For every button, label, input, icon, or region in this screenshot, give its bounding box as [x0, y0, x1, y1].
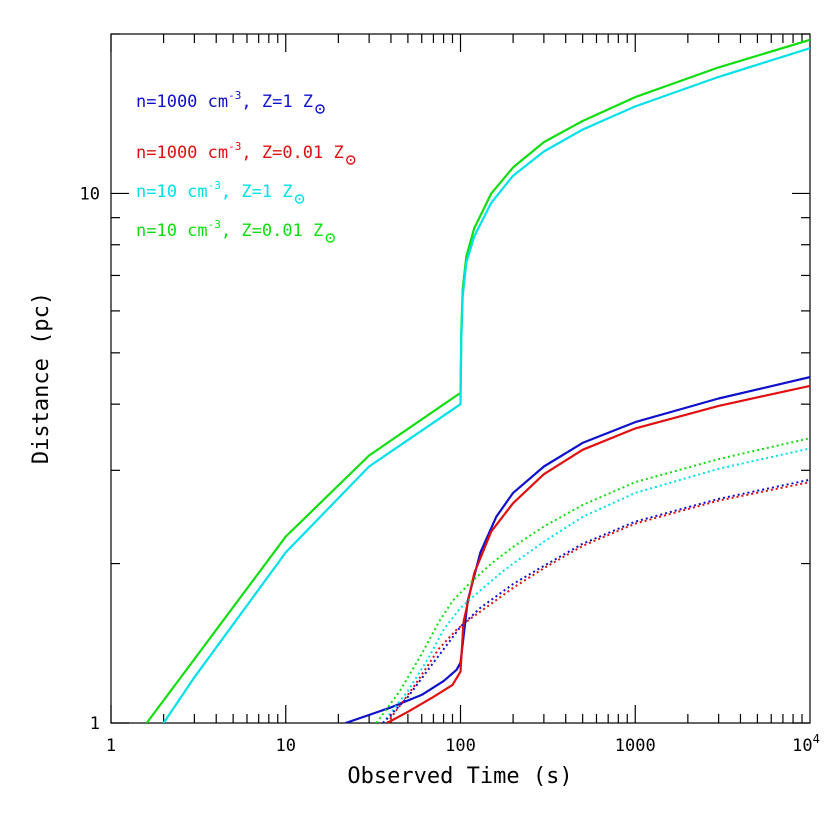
sun-symbol-dot — [349, 159, 352, 161]
x-tick-label: 100 — [445, 736, 476, 756]
y-tick-labels: 1 10 — [80, 184, 100, 734]
legend-entry-1: n=1000 cm-3, Z=1 Z — [136, 89, 313, 112]
sun-symbol-icon — [315, 104, 325, 114]
series-line-3 — [345, 376, 810, 723]
x-tick-label: 104 — [792, 732, 820, 756]
sun-symbol-icon — [294, 194, 305, 204]
x-tick-label: 10 — [276, 736, 296, 756]
sun-symbol-icon — [325, 233, 335, 243]
sun-symbol-icon — [346, 155, 356, 165]
sun-symbol-dot — [298, 198, 301, 200]
series-layer — [145, 38, 810, 723]
legend-entry-2: n=1000 cm-3, Z=0.01 Z — [136, 140, 344, 163]
x-axis-label: Observed Time (s) — [347, 764, 572, 789]
y-axis-label: Distance (pc) — [29, 292, 54, 464]
series-line-6 — [382, 447, 810, 723]
x-tick-label: 1 — [106, 736, 116, 756]
legend-entry-4: n=10 cm-3, Z=0.01 Z — [136, 218, 323, 241]
sun-symbol-dot — [329, 237, 332, 239]
y-tick-label: 1 — [90, 714, 100, 734]
y-tick-label: 10 — [80, 184, 100, 204]
series-line-1 — [145, 38, 810, 723]
series-line-4 — [386, 384, 810, 723]
x-tick-labels: 1 10 100 1000 104 — [106, 732, 820, 756]
legend-entry-3: n=10 cm-3, Z=1 Z — [136, 179, 293, 202]
axis-ticks — [110, 33, 810, 724]
x-tick-label: 1000 — [615, 736, 656, 756]
series-line-7 — [382, 478, 810, 723]
sun-symbol-dot — [319, 108, 322, 110]
series-line-5 — [375, 437, 810, 723]
series-line-2 — [162, 47, 810, 723]
legend: n=1000 cm-3, Z=1 Z n=1000 cm-3, Z=0.01 Z n… — [136, 89, 356, 243]
